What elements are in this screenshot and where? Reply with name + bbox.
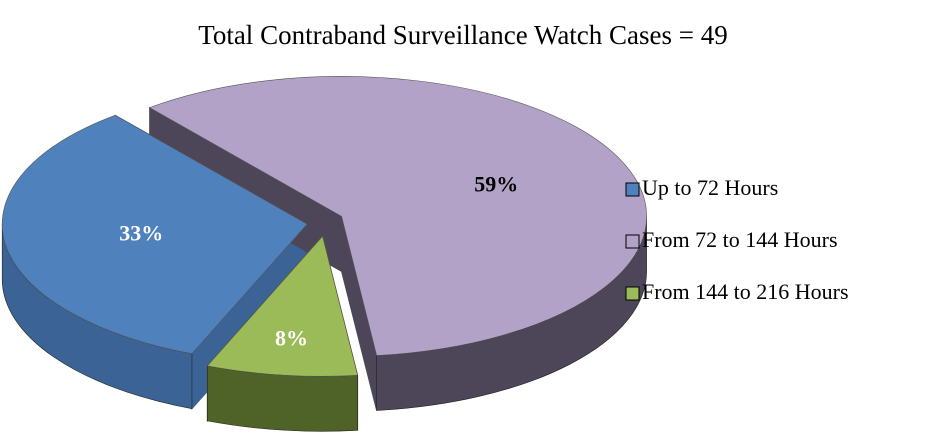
slice — [148, 76, 647, 356]
slice-label: 33% — [119, 220, 163, 245]
slice — [1, 114, 308, 355]
slice — [206, 235, 358, 377]
legend-swatch — [625, 234, 640, 249]
legend-text: From 144 to 216 Hours — [642, 279, 849, 304]
legend-swatch — [625, 182, 640, 197]
legend-text: From 72 to 144 Hours — [642, 227, 838, 252]
legend-text: Up to 72 Hours — [642, 175, 778, 200]
legend-swatch — [625, 286, 640, 301]
chart-title: Total Contraband Surveillance Watch Case… — [198, 20, 728, 50]
slice-label: 8% — [275, 325, 308, 350]
slice-label: 59% — [474, 172, 518, 197]
pie: 33% 59% 8% — [1, 76, 647, 432]
legend: Up to 72 Hours From 72 to 144 Hours From 1… — [625, 175, 849, 304]
